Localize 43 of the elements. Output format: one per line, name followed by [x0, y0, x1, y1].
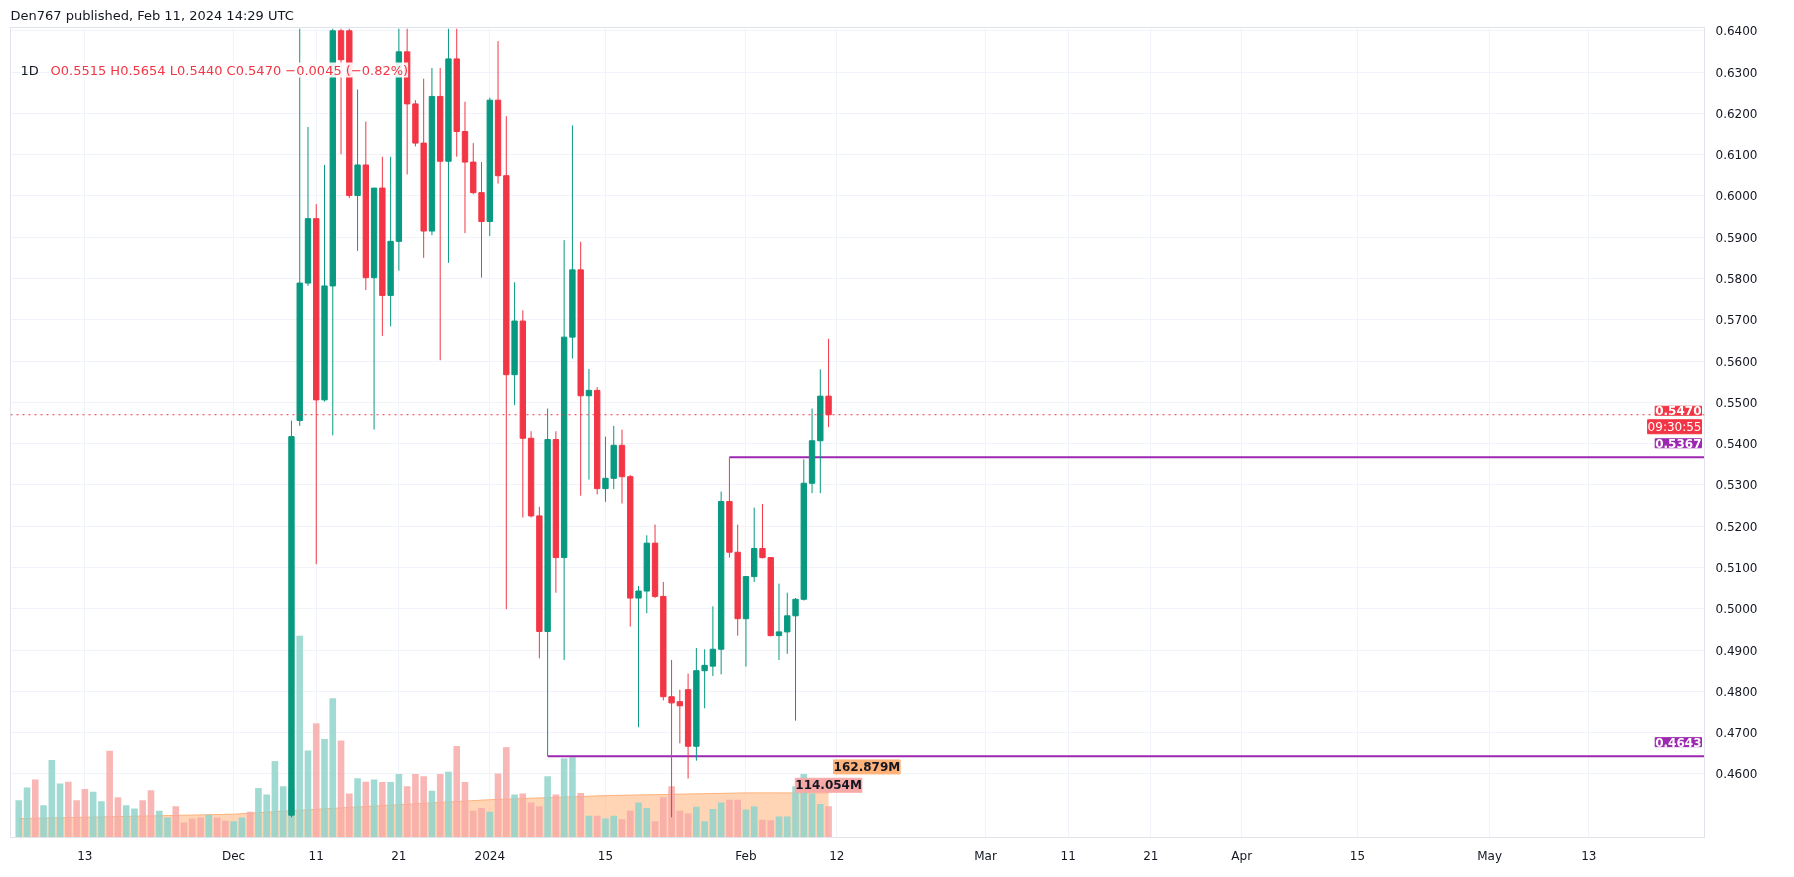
y-tick-label: 0.4800: [1715, 684, 1758, 699]
x-tick-label: Apr: [1231, 848, 1253, 863]
y-tick-label: 0.5400: [1715, 437, 1758, 452]
x-tick-label: Feb: [735, 848, 757, 863]
x-tick-label: Dec: [222, 848, 246, 863]
x-tick-label: 15: [1349, 848, 1366, 863]
annotation: 09:30:55: [1647, 419, 1702, 434]
y-tick-label: 0.5100: [1715, 561, 1758, 575]
y-tick-label: 0.5300: [1715, 478, 1758, 493]
y-tick-label: 0.5000: [1715, 602, 1758, 617]
y-tick-label: 0.6200: [1715, 106, 1758, 121]
y-tick-label: 0.5900: [1715, 230, 1758, 245]
y-tick-label: 0.4700: [1715, 726, 1758, 741]
text: 1D: [20, 62, 39, 78]
y-tick-label: 0.6000: [1715, 189, 1758, 204]
text: Den767 published, Feb 11, 2024 14:29 UTC: [10, 7, 294, 23]
y-tick-label: 0.6400: [1715, 24, 1758, 39]
y-tick-label: 0.5200: [1715, 519, 1758, 534]
data-label: 162.879M: [833, 759, 901, 774]
x-tick-label: 13: [1581, 848, 1597, 863]
x-tick-label: Mar: [974, 848, 997, 863]
y-tick-label: 0.4600: [1715, 767, 1758, 782]
x-tick-label: 11: [308, 848, 324, 863]
x-tick-label: 13: [77, 848, 93, 863]
y-tick-label: 0.5600: [1715, 354, 1758, 369]
y-tick-label: 0.5700: [1715, 313, 1758, 328]
y-tick-label: 0.6100: [1715, 148, 1758, 163]
y-tick-label: 0.5800: [1715, 272, 1758, 287]
x-tick-label: 2024: [474, 848, 506, 863]
y-tick-label: 0.5500: [1715, 395, 1758, 410]
data-label: 0.5367: [1655, 436, 1702, 451]
data-label: 114.054M: [795, 778, 862, 793]
x-tick-label: May: [1477, 848, 1503, 863]
x-tick-label: 21: [1143, 848, 1159, 863]
x-tick-label: 12: [829, 848, 845, 863]
text: O0.5515 H0.5654 L0.5440 C0.5470 −0.0045 (−0.82%): [50, 62, 409, 78]
ref-line-label: 0.5470: [1655, 404, 1702, 419]
x-tick-label: 11: [1060, 848, 1076, 863]
x-tick-label: 15: [597, 848, 614, 863]
y-tick-label: 0.4900: [1715, 643, 1758, 658]
y-tick-label: 0.6300: [1715, 65, 1758, 80]
x-tick-label: 21: [391, 848, 407, 863]
data-label: 0.4643: [1655, 735, 1702, 750]
